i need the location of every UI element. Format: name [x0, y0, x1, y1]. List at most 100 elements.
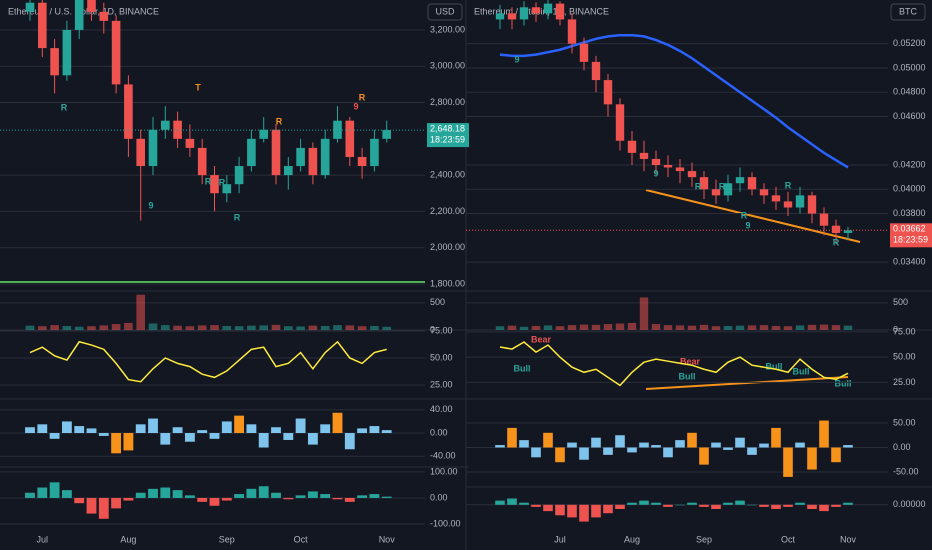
macd-bar — [771, 504, 781, 509]
y-tick-label: 500 — [430, 297, 445, 307]
rsi-line — [29, 340, 387, 383]
volume-bar — [663, 325, 673, 330]
oscillator-bar — [357, 428, 368, 434]
volume-bar — [819, 324, 829, 330]
signal-label: 9 — [653, 168, 658, 178]
volume-bar — [247, 325, 256, 330]
oscillator-bar — [651, 445, 661, 448]
macd-bar — [49, 482, 60, 498]
y-tick-label: 3,200.00 — [430, 24, 465, 34]
signal-label: R — [833, 237, 840, 247]
currency-box[interactable] — [890, 3, 926, 21]
oscillator-bar — [49, 433, 60, 439]
candle-body — [531, 7, 541, 14]
y-tick-label: 0.05000 — [893, 62, 926, 72]
signal-label: R — [695, 181, 702, 191]
oscillator-bar — [271, 427, 281, 434]
y-tick-label: 500 — [893, 297, 908, 307]
macd-bar — [234, 494, 245, 498]
y-tick-label: 0.05200 — [893, 38, 926, 48]
x-tick-label: Nov — [379, 534, 396, 544]
candle-body — [210, 175, 219, 194]
macd-bar — [675, 504, 685, 506]
signal-label: 9 — [514, 54, 519, 64]
macd-bar — [567, 504, 577, 518]
candle-body — [308, 147, 318, 176]
candle-body — [247, 138, 256, 167]
candle-body — [320, 138, 330, 176]
oscillator-bar — [495, 445, 505, 448]
x-tick-label: Oct — [294, 534, 309, 544]
y-tick-label: 25.00 — [430, 379, 453, 389]
oscillator-bar — [197, 430, 208, 434]
candle-body — [591, 61, 601, 81]
volume-bar — [124, 322, 133, 330]
volume-bar — [283, 326, 293, 330]
macd-bar — [271, 492, 281, 498]
y-tick-label: 0.04000 — [893, 184, 926, 194]
signal-label: R — [741, 210, 748, 220]
signal-label: 9 — [745, 220, 750, 230]
volume-bar — [567, 325, 577, 330]
macd-bar — [381, 496, 392, 498]
candle-body — [37, 2, 47, 49]
last-price: 0.03662 — [893, 224, 926, 234]
y-tick-label: 0.04600 — [893, 111, 926, 121]
oscillator-bar — [258, 433, 269, 448]
oscillator-bar — [747, 447, 757, 455]
volume-bar — [519, 326, 529, 330]
chart-title: Ethereum / Bitcoin, 1D, BINANCE — [474, 6, 609, 16]
candle-body — [507, 13, 517, 20]
macd-bar — [723, 502, 733, 505]
volume-bar — [495, 326, 505, 330]
volume-bar — [831, 325, 841, 330]
candle-body — [819, 213, 829, 226]
y-tick-label: 3,000.00 — [430, 61, 465, 71]
candle-body — [759, 189, 769, 196]
candle-body — [795, 195, 805, 208]
volume-bar — [531, 325, 541, 330]
oscillator-bar — [579, 447, 589, 460]
macd-bar — [687, 502, 697, 505]
y-tick-label: 0.00000 — [893, 499, 926, 509]
volume-bar — [795, 325, 805, 330]
volume-bar — [74, 326, 84, 330]
candle-body — [687, 171, 697, 178]
candle-body — [639, 152, 649, 159]
oscillator-bar — [675, 440, 685, 448]
oscillator-bar — [663, 447, 673, 458]
oscillator-bar — [61, 421, 72, 434]
volume-bar — [382, 326, 392, 330]
currency-box[interactable] — [427, 3, 463, 21]
macd-bar — [843, 502, 853, 505]
oscillator-bar — [531, 447, 541, 458]
y-tick-label: 25.00 — [893, 377, 916, 387]
volume-bar — [639, 297, 649, 330]
oscillator-bar — [759, 443, 769, 448]
macd-bar — [160, 487, 171, 498]
y-tick-label: 1,800.00 — [430, 278, 465, 288]
macd-bar — [579, 504, 589, 522]
macd-bar — [555, 504, 565, 516]
currency: USD — [435, 6, 455, 16]
y-tick-label: 0.00 — [430, 427, 448, 437]
candle-body — [735, 177, 745, 184]
signal-label: R — [205, 176, 212, 186]
volume-bar — [222, 325, 232, 330]
x-tick-label: Jul — [554, 534, 566, 544]
macd-bar — [135, 492, 146, 498]
volume-bar — [675, 325, 685, 330]
macd-bar — [615, 504, 625, 509]
macd-bar — [369, 494, 380, 498]
oscillator-bar — [86, 428, 97, 434]
oscillator-bar — [283, 433, 294, 440]
volume-bar — [99, 325, 109, 330]
candle-body — [50, 48, 59, 76]
signal-label: Bull — [793, 366, 810, 376]
oscillator-bar — [123, 433, 134, 451]
y-tick-label: 100.00 — [430, 466, 458, 476]
y-tick-label: -50.00 — [893, 466, 919, 476]
oscillator-bar — [111, 433, 122, 454]
oscillator-bar — [344, 433, 355, 450]
candle-body — [62, 29, 72, 76]
